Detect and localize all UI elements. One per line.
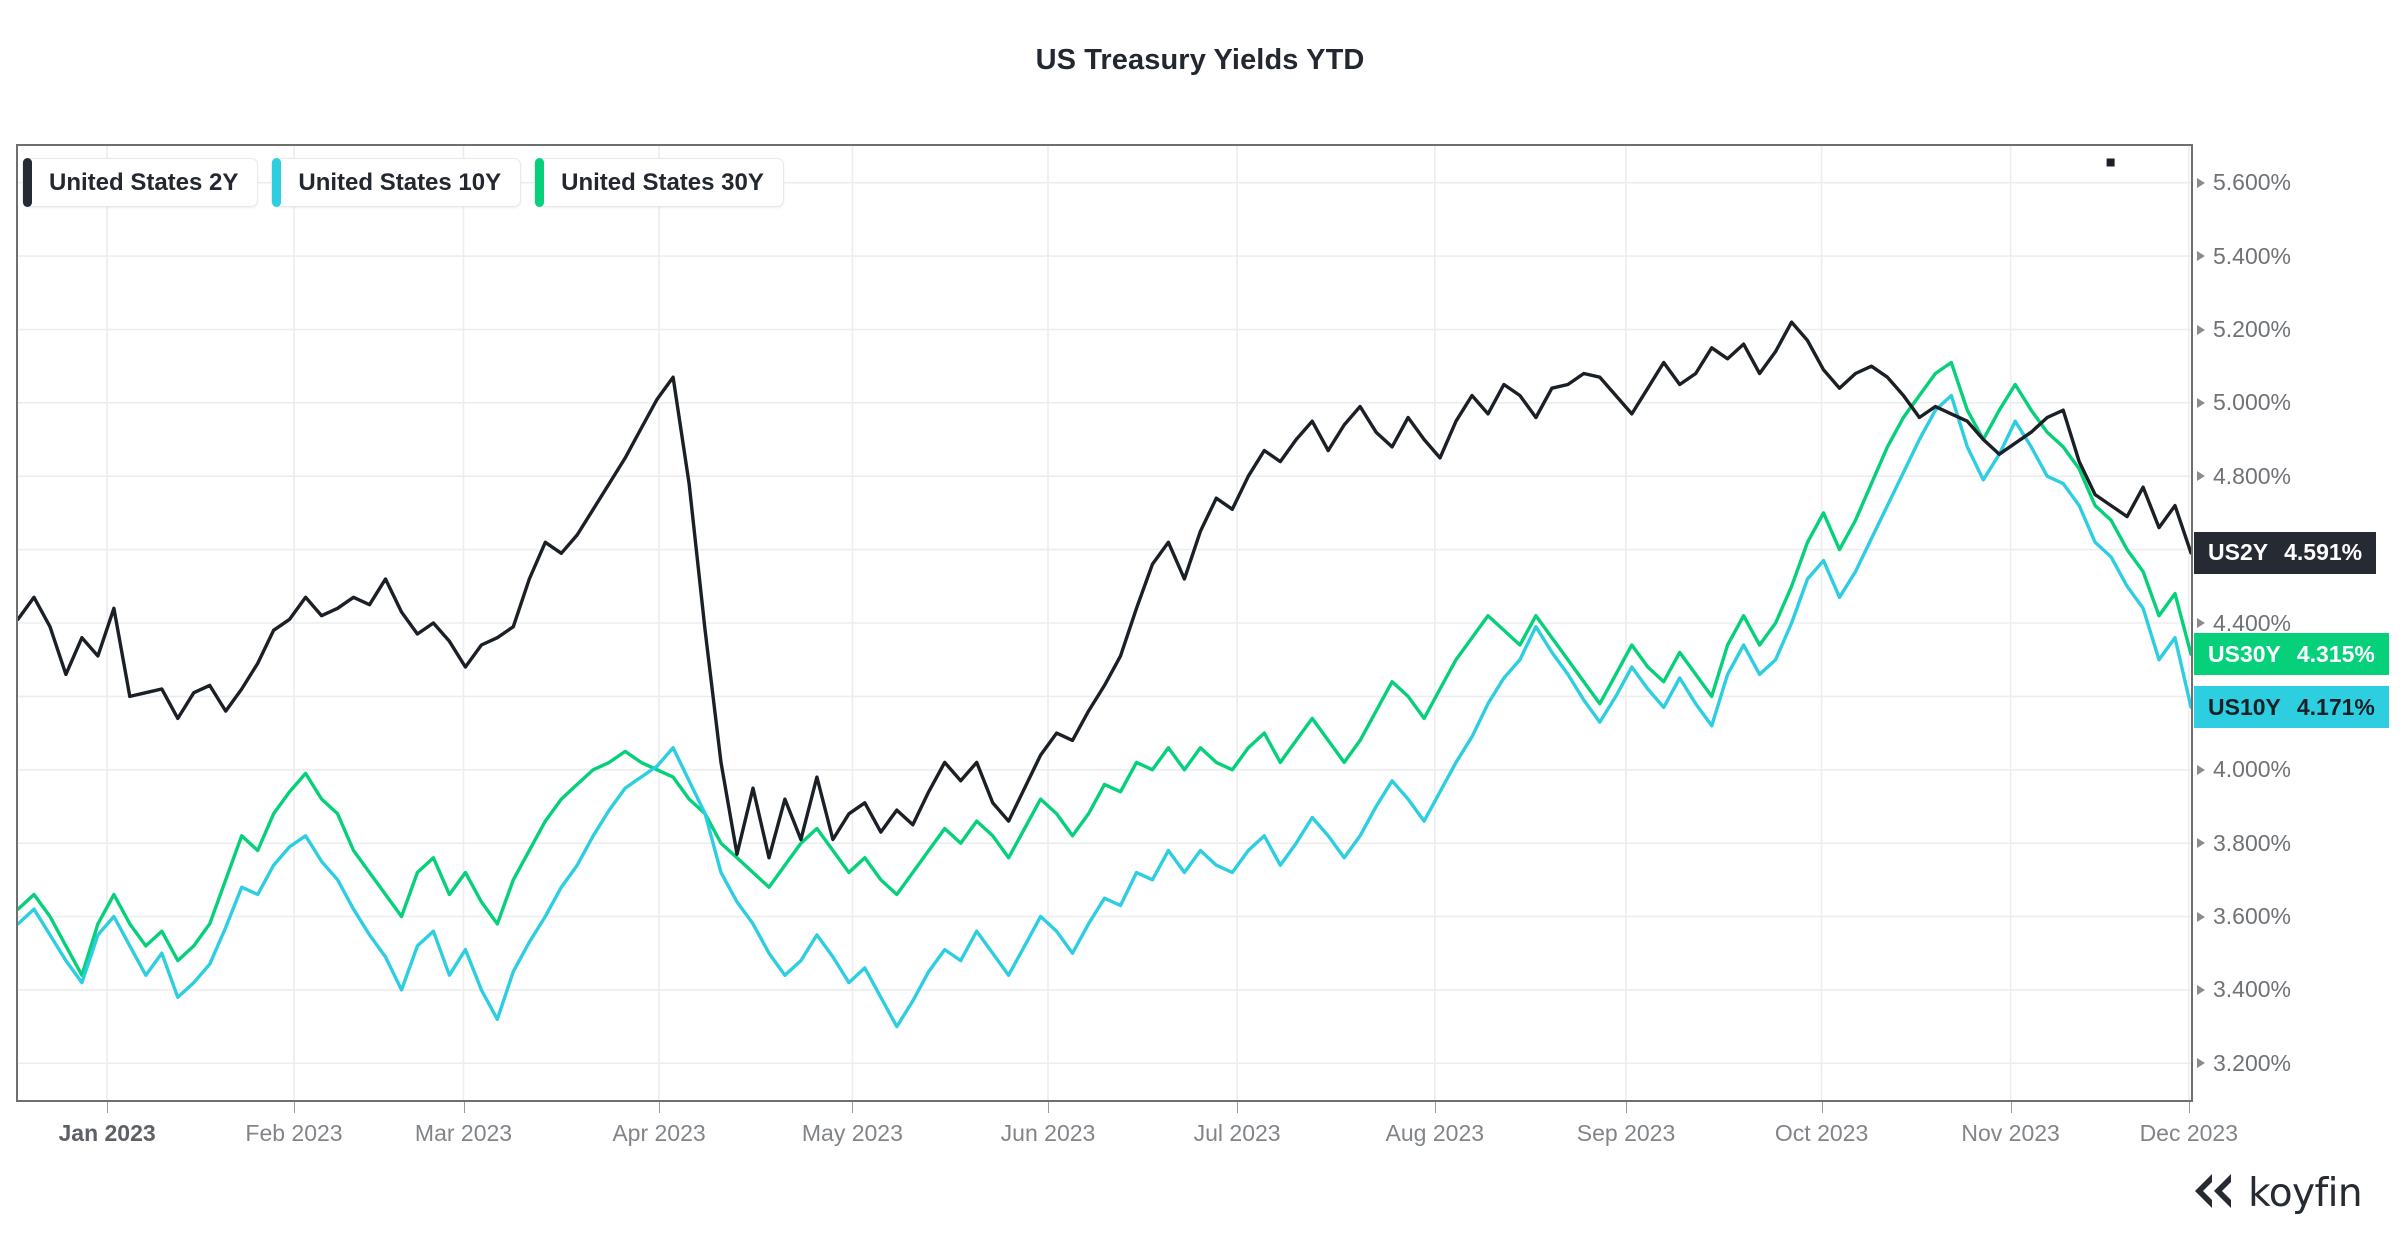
x-axis-tick-mark <box>1048 1102 1049 1113</box>
x-axis-tick-label: Jun 2023 <box>1000 1120 1096 1146</box>
page-title: US Treasury Yields YTD <box>1035 44 1365 76</box>
price-flag-symbol: US2Y <box>2208 539 2269 566</box>
chart-canvas <box>18 146 2191 1100</box>
y-axis-tick-label: 5.400% <box>2213 242 2292 269</box>
y-axis-tick: 3.400% <box>2193 976 2291 1002</box>
y-axis-tick: 4.800% <box>2193 463 2291 489</box>
y-axis-tick-label: 5.000% <box>2213 389 2292 416</box>
x-axis-tick-mark <box>2010 1102 2012 1113</box>
x-axis-tick-mark <box>1237 1102 1239 1113</box>
x-axis-tick-label: Nov 2023 <box>1961 1120 2060 1146</box>
y-tick-arrow-icon <box>2197 1058 2205 1069</box>
koyfin-logo: koyfin <box>2191 1171 2363 1216</box>
x-axis-tick-mark <box>1821 1102 1823 1113</box>
y-tick-arrow-icon <box>2197 911 2205 922</box>
x-axis-tick-label: Apr 2023 <box>612 1120 706 1146</box>
x-axis-tick-label: Mar 2023 <box>414 1120 513 1146</box>
x-axis-tick-label: Dec 2023 <box>2139 1120 2239 1146</box>
x-axis-tick-label: May 2023 <box>801 1120 903 1146</box>
x-axis-tick-label: Sep 2023 <box>1576 1120 1676 1146</box>
chart-legend: United States 2Y United States 10Y Unite… <box>22 158 784 207</box>
x-axis-tick-mark <box>463 1102 465 1113</box>
x-axis-tick-mark <box>294 1102 295 1113</box>
price-flag-us2y[interactable]: US2Y 4.591% <box>2194 531 2377 574</box>
koyfin-chevron-logo-icon <box>2191 1171 2235 1216</box>
x-axis-tick-label: Jul 2023 <box>1193 1120 1281 1146</box>
y-axis-tick: 5.400% <box>2193 243 2291 269</box>
y-axis-tick-label: 3.600% <box>2213 903 2292 929</box>
y-axis-tick: 3.200% <box>2193 1050 2291 1076</box>
y-tick-arrow-icon <box>2197 471 2205 482</box>
y-axis-tick-label: 5.600% <box>2213 169 2292 196</box>
y-axis: 3.200% 3.400% 3.600% 3.800% 4.000% <box>2193 144 2398 1102</box>
price-flag-value: 4.315% <box>2296 640 2375 667</box>
legend-color-swatch-icon <box>272 158 282 207</box>
y-axis-tick-label: 3.400% <box>2213 976 2292 1003</box>
legend-item-us2y[interactable]: United States 2Y <box>22 158 259 207</box>
legend-item-label: United States 2Y <box>49 168 239 196</box>
chart-series-lines <box>18 158 2191 1029</box>
legend-item-us30y[interactable]: United States 30Y <box>534 158 784 207</box>
chart-gridlines <box>18 146 2191 1100</box>
koyfin-wordmark: koyfin <box>2248 1171 2362 1216</box>
x-axis-tick-label: Oct 2023 <box>1774 1120 1869 1146</box>
y-tick-arrow-icon <box>2197 838 2205 849</box>
x-axis-tick-label: Jan 2023 <box>58 1120 156 1146</box>
y-tick-arrow-icon <box>2197 984 2205 995</box>
y-tick-arrow-icon <box>2197 324 2205 335</box>
x-axis-tick-mark <box>107 1102 109 1113</box>
price-flag-symbol: US30Y <box>2208 640 2281 667</box>
y-axis-tick-label: 4.800% <box>2213 462 2292 489</box>
x-axis-tick-mark <box>2188 1102 2190 1113</box>
y-axis-tick: 5.200% <box>2193 316 2291 342</box>
y-axis-tick: 4.000% <box>2193 756 2291 782</box>
chart-plot-area[interactable] <box>16 144 2193 1102</box>
x-axis-tick-mark <box>659 1102 660 1113</box>
y-axis-tick-label: 3.800% <box>2213 829 2292 856</box>
x-axis-tick-label: Feb 2023 <box>245 1120 343 1146</box>
legend-item-us10y[interactable]: United States 10Y <box>271 158 522 207</box>
y-tick-arrow-icon <box>2197 618 2205 628</box>
x-axis-tick-mark <box>1434 1102 1436 1113</box>
y-tick-arrow-icon <box>2197 251 2205 262</box>
y-axis-tick: 4.400% <box>2193 610 2291 636</box>
x-axis-tick-mark <box>852 1102 854 1113</box>
price-flag-value: 4.171% <box>2296 693 2375 720</box>
y-tick-arrow-icon <box>2197 764 2205 775</box>
y-axis-tick: 5.000% <box>2193 389 2291 415</box>
y-axis-tick: 3.600% <box>2193 903 2291 929</box>
price-flag-symbol: US10Y <box>2208 693 2281 720</box>
y-tick-arrow-icon <box>2197 177 2205 188</box>
legend-color-swatch-icon <box>23 158 32 207</box>
y-axis-tick-label: 3.200% <box>2213 1049 2292 1076</box>
y-axis-tick-label: 4.000% <box>2213 756 2292 783</box>
y-axis-tick: 5.600% <box>2193 169 2291 195</box>
legend-item-label: United States 30Y <box>561 168 764 196</box>
legend-item-label: United States 10Y <box>298 168 502 196</box>
x-axis: Jan 2023 Feb 2023 Mar 2023 Apr 2023 May … <box>16 1102 2238 1162</box>
price-flag-us30y[interactable]: US30Y 4.315% <box>2194 633 2389 676</box>
price-flag-value: 4.591% <box>2284 539 2363 566</box>
y-tick-arrow-icon <box>2197 397 2205 408</box>
y-axis-tick: 3.800% <box>2193 830 2291 856</box>
x-axis-tick-mark <box>1626 1102 1627 1113</box>
price-flag-us10y[interactable]: US10Y 4.171% <box>2194 686 2389 728</box>
y-axis-tick-label: 4.400% <box>2213 609 2292 636</box>
y-axis-tick-label: 5.200% <box>2213 316 2292 342</box>
legend-color-swatch-icon <box>535 158 545 207</box>
x-axis-tick-label: Aug 2023 <box>1385 1120 1485 1146</box>
